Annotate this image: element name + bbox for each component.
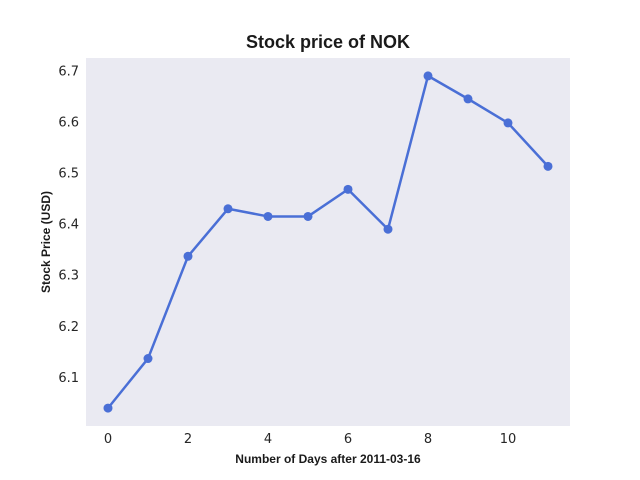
y-tick-label: 6.4 [58,218,79,233]
x-axis-label: Number of Days after 2011-03-16 [235,452,421,466]
y-tick-label: 6.2 [58,320,79,335]
x-tick-labels: 0 2 4 6 8 10 [104,432,516,447]
x-tick-label: 4 [264,432,272,447]
y-axis-label: Stock Price (USD) [39,191,53,293]
data-point [223,204,233,214]
data-point [423,71,433,81]
y-tick-label: 6.5 [58,167,79,182]
data-point [103,403,113,413]
y-tick-label: 6.3 [58,269,79,284]
x-tick-label: 10 [500,432,517,447]
series-line [107,74,549,409]
data-point [383,224,393,234]
data-point [343,184,353,194]
series-layer [103,71,553,413]
y-tick-labels: 6.1 6.2 6.3 6.4 6.5 6.6 6.7 [58,64,79,386]
chart-title: Stock price of NOK [246,32,410,52]
data-point [143,354,153,364]
plot-background [86,58,570,426]
data-point [263,211,273,221]
data-point [543,161,553,171]
data-point [183,251,193,261]
x-tick-label: 8 [424,432,432,447]
y-tick-label: 6.7 [58,64,79,79]
data-point [463,94,473,104]
data-point [303,211,313,221]
x-tick-label: 0 [104,432,112,447]
x-tick-label: 6 [344,432,352,447]
y-tick-label: 6.1 [58,371,79,386]
x-tick-label: 2 [184,432,192,447]
y-tick-label: 6.6 [58,115,79,130]
data-point [503,118,513,128]
